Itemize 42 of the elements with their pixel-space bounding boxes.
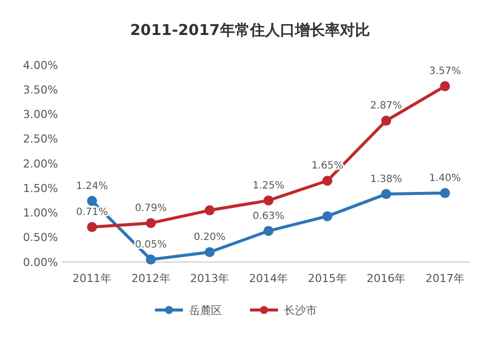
y-tick-label: 2.00% <box>23 157 58 170</box>
x-tick-label: 2015年 <box>308 272 347 285</box>
x-tick-label: 2011年 <box>72 272 112 285</box>
chart-title: 2011-2017年常住人口增长率对比 <box>130 21 370 39</box>
point <box>322 211 332 222</box>
point <box>204 247 215 258</box>
data-label: 0.20% <box>194 232 226 244</box>
data-label: 3.57% <box>429 66 461 78</box>
point <box>87 196 97 206</box>
legend-label: 岳麓区 <box>189 304 222 317</box>
data-label: 1.25% <box>252 180 284 192</box>
data-label: 1.24% <box>76 180 108 192</box>
point <box>146 218 156 228</box>
data-label: 1.40% <box>429 173 461 184</box>
data-label: 2.87% <box>370 100 402 112</box>
point <box>204 205 215 216</box>
point <box>146 254 156 265</box>
point <box>264 195 274 206</box>
y-tick-label: 1.50% <box>23 182 58 195</box>
point <box>322 176 332 186</box>
x-tick-label: 2013年 <box>190 272 230 285</box>
point <box>440 188 450 198</box>
y-tick-label: 4.00% <box>23 58 58 72</box>
x-tick-label: 2016年 <box>366 272 406 285</box>
data-label: 0.63% <box>252 210 284 222</box>
point <box>381 116 392 126</box>
point <box>440 81 450 92</box>
data-label: 0.79% <box>134 203 167 214</box>
x-tick-label: 2012年 <box>131 272 170 285</box>
data-label: 1.38% <box>370 174 402 186</box>
y-tick-label: 0.00% <box>23 256 58 269</box>
point <box>87 222 97 232</box>
point <box>381 189 392 200</box>
y-tick-label: 1.00% <box>23 206 58 220</box>
legend-label: 长沙市 <box>284 304 317 317</box>
y-tick-label: 3.00% <box>23 108 58 122</box>
y-tick-label: 3.50% <box>23 83 58 96</box>
x-tick-label: 2017年 <box>426 272 464 285</box>
point <box>264 226 274 236</box>
x-tick-label: 2014年 <box>249 272 288 285</box>
y-tick-label: 0.50% <box>23 231 58 244</box>
y-tick-label: 2.50% <box>23 132 58 146</box>
